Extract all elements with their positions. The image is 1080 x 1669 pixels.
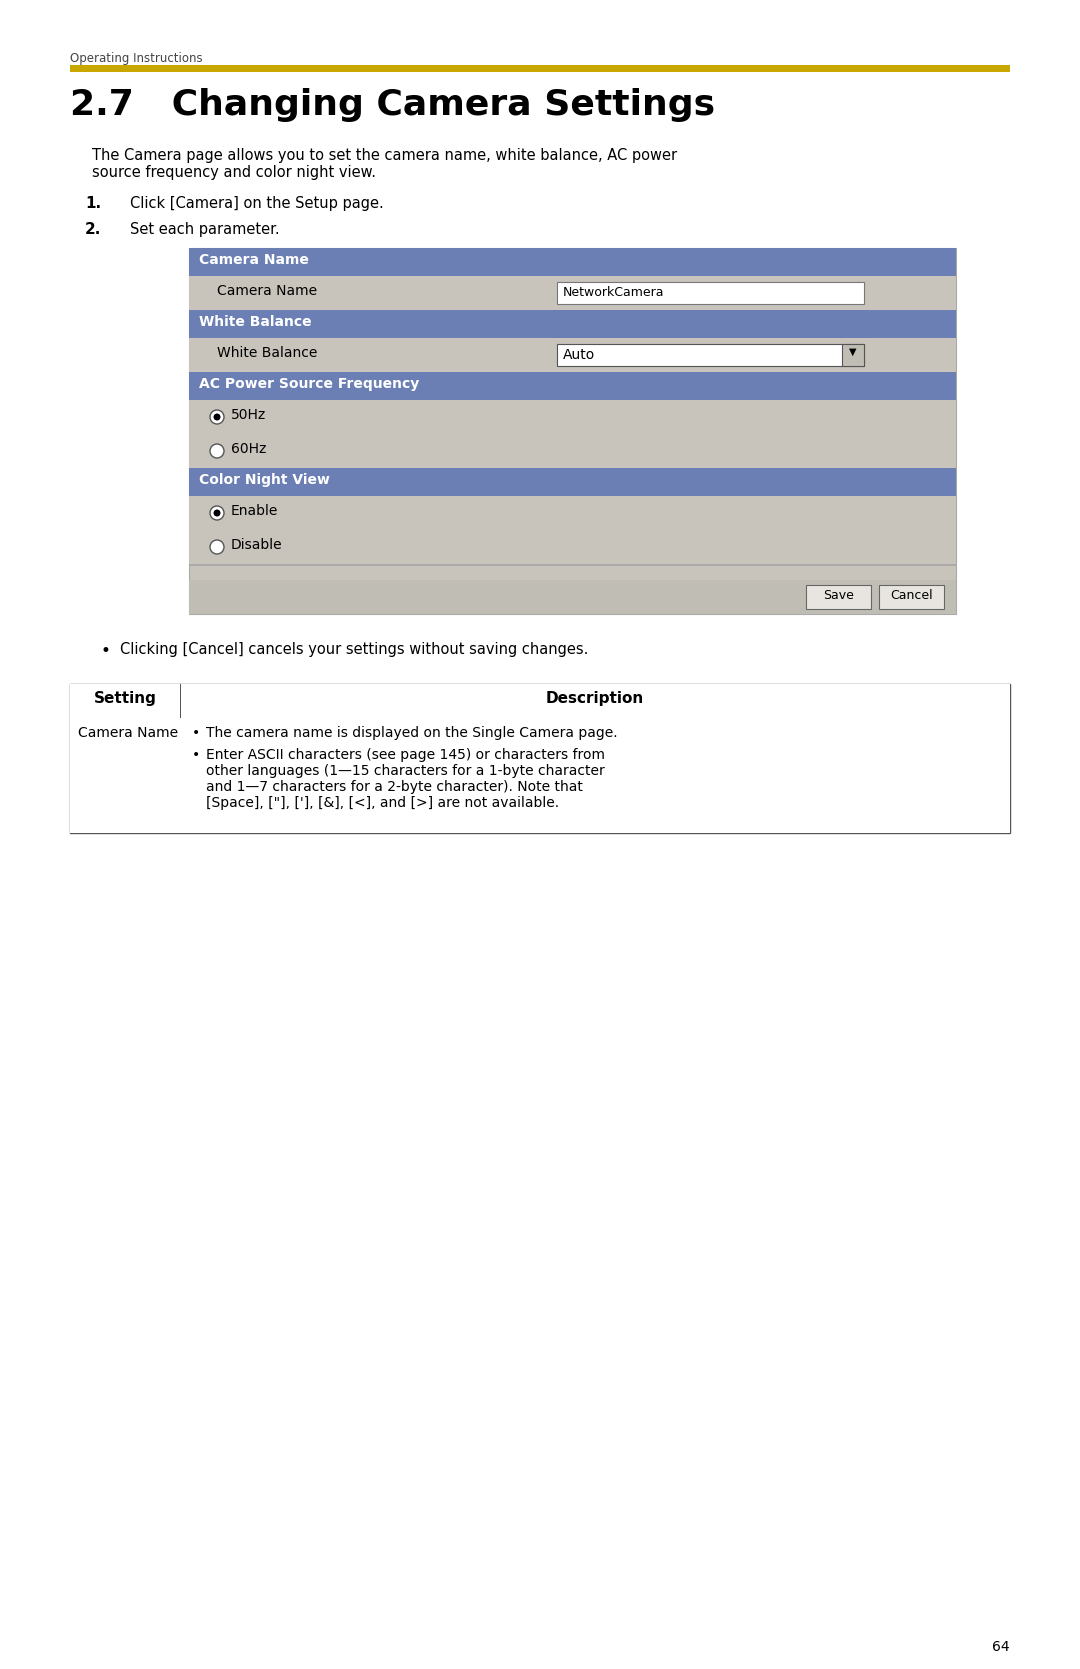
Bar — [189, 531, 956, 564]
Bar — [189, 339, 956, 372]
Text: 1.: 1. — [85, 195, 102, 210]
Bar — [557, 344, 864, 366]
Circle shape — [210, 506, 224, 521]
Text: •: • — [100, 643, 110, 659]
Circle shape — [214, 509, 220, 516]
Text: •: • — [192, 726, 201, 739]
Text: and 1—7 characters for a 2-byte character). Note that: and 1—7 characters for a 2-byte characte… — [206, 779, 583, 794]
Text: Auto: Auto — [563, 347, 595, 362]
Text: White Balance: White Balance — [199, 315, 312, 329]
Text: Description: Description — [545, 691, 644, 706]
Text: ▼: ▼ — [849, 347, 856, 357]
Text: Save: Save — [823, 589, 853, 603]
Text: other languages (1—15 characters for a 1-byte character: other languages (1—15 characters for a 1… — [206, 764, 605, 778]
Text: Camera Name: Camera Name — [199, 254, 309, 267]
Bar — [189, 310, 956, 339]
Text: Camera Name: Camera Name — [217, 284, 318, 299]
Text: Cancel: Cancel — [890, 589, 933, 603]
Text: Set each parameter.: Set each parameter. — [131, 222, 280, 237]
Text: The camera name is displayed on the Single Camera page.: The camera name is displayed on the Sing… — [206, 726, 618, 739]
Bar — [189, 467, 956, 496]
Bar — [70, 718, 1010, 833]
Bar — [189, 496, 956, 531]
Bar — [70, 684, 1010, 833]
Text: Operating Instructions: Operating Instructions — [70, 52, 203, 65]
Bar — [189, 275, 956, 310]
Circle shape — [210, 541, 224, 554]
Text: [Space], ["], ['], [&], [<], and [>] are not available.: [Space], ["], ['], [&], [<], and [>] are… — [206, 796, 559, 809]
Text: The Camera page allows you to set the camera name, white balance, AC power
sourc: The Camera page allows you to set the ca… — [92, 149, 677, 180]
Text: 2.7   Changing Camera Settings: 2.7 Changing Camera Settings — [70, 88, 715, 122]
Bar — [189, 581, 956, 614]
Text: Disable: Disable — [231, 537, 283, 552]
Bar — [189, 249, 956, 275]
Text: Camera Name: Camera Name — [78, 726, 178, 739]
Text: AC Power Source Frequency: AC Power Source Frequency — [199, 377, 419, 391]
Text: 60Hz: 60Hz — [231, 442, 267, 456]
Text: Clicking [Cancel] cancels your settings without saving changes.: Clicking [Cancel] cancels your settings … — [120, 643, 589, 658]
Text: Color Night View: Color Night View — [199, 472, 329, 487]
Text: Click [Camera] on the Setup page.: Click [Camera] on the Setup page. — [131, 195, 384, 210]
Text: Setting: Setting — [94, 691, 157, 706]
Circle shape — [214, 414, 220, 421]
Text: 50Hz: 50Hz — [231, 407, 267, 422]
Bar — [189, 372, 956, 401]
Circle shape — [210, 411, 224, 424]
Bar — [70, 684, 1010, 718]
Bar — [841, 344, 864, 366]
Bar — [70, 65, 1010, 72]
Text: NetworkCamera: NetworkCamera — [563, 285, 664, 299]
Bar — [189, 564, 956, 566]
Bar — [806, 586, 870, 609]
Circle shape — [210, 444, 224, 457]
Text: Enable: Enable — [231, 504, 279, 517]
Text: Enter ASCII characters (see page 145) or characters from: Enter ASCII characters (see page 145) or… — [206, 748, 605, 763]
Text: 64: 64 — [993, 1641, 1010, 1654]
Bar — [879, 586, 944, 609]
Text: 2.: 2. — [85, 222, 102, 237]
Text: •: • — [192, 748, 201, 763]
Text: White Balance: White Balance — [217, 345, 318, 361]
Bar — [189, 434, 956, 467]
Bar — [189, 401, 956, 434]
Bar — [557, 282, 864, 304]
Bar — [189, 249, 956, 614]
